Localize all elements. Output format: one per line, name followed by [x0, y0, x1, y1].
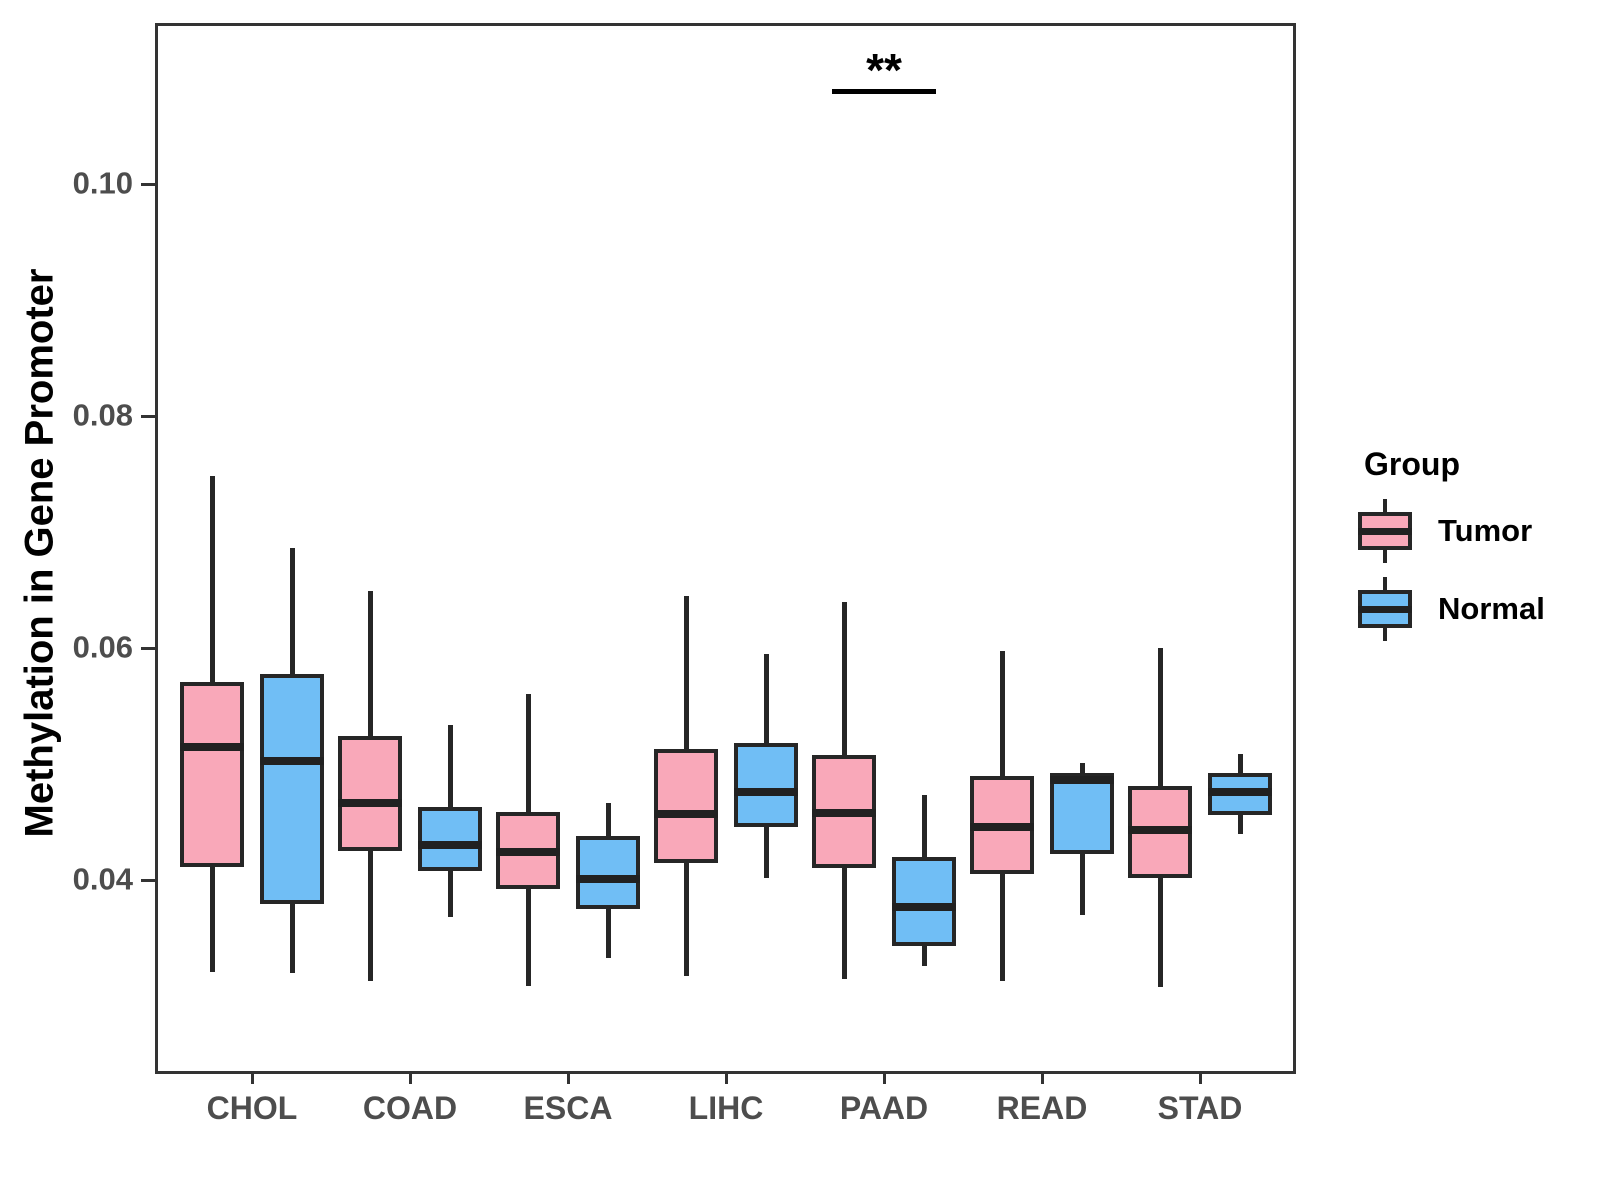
legend-title: Group [1364, 446, 1460, 482]
median-stad-normal [1208, 787, 1272, 796]
median-chol-normal [260, 756, 324, 765]
legend: Group Tumor Normal [1358, 446, 1545, 655]
x-tick-label-paad: PAAD [839, 1090, 929, 1126]
y-tick-mark [141, 646, 156, 650]
x-tick-mark [1198, 1072, 1202, 1084]
box-read-normal [1050, 773, 1114, 855]
median-esca-tumor [496, 848, 560, 857]
plot-panel [155, 23, 1296, 1074]
x-tick-mark [408, 1072, 412, 1084]
y-tick-mark [141, 414, 156, 418]
box-paad-normal [892, 856, 956, 947]
legend-key-median [1358, 606, 1412, 613]
significance-bracket [832, 88, 936, 94]
legend-key-median [1358, 528, 1412, 535]
y-tick-label: 0.10 [72, 165, 133, 201]
x-tick-mark [250, 1072, 254, 1084]
y-tick-label: 0.04 [72, 861, 133, 897]
box-lihc-tumor [654, 748, 718, 863]
median-chol-tumor [180, 742, 244, 751]
legend-label-tumor: Tumor [1438, 513, 1533, 548]
median-stad-tumor [1128, 826, 1192, 835]
median-coad-normal [418, 841, 482, 850]
median-paad-tumor [812, 808, 876, 817]
legend-label-normal: Normal [1438, 591, 1545, 626]
x-tick-label-read: READ [996, 1090, 1088, 1126]
x-tick-mark [882, 1072, 886, 1084]
median-esca-normal [576, 874, 640, 883]
y-tick-mark [141, 878, 156, 882]
median-coad-tumor [338, 799, 402, 808]
box-coad-tumor [338, 736, 402, 851]
median-read-tumor [970, 822, 1034, 831]
significance-label: ** [866, 44, 902, 97]
x-tick-mark [1040, 1072, 1044, 1084]
x-tick-label-chol: CHOL [206, 1090, 298, 1126]
x-tick-mark [724, 1072, 728, 1084]
box-chol-tumor [180, 681, 244, 868]
y-tick-label: 0.06 [72, 629, 133, 665]
legend-item-tumor: Tumor [1358, 499, 1545, 563]
x-tick-label-stad: STAD [1157, 1090, 1243, 1126]
legend-item-normal: Normal [1358, 577, 1545, 641]
x-tick-mark [566, 1072, 570, 1084]
y-tick-label: 0.08 [72, 397, 133, 433]
box-esca-normal [576, 835, 640, 909]
median-paad-normal [892, 902, 956, 911]
median-lihc-normal [734, 787, 798, 796]
x-tick-label-esca: ESCA [523, 1090, 613, 1126]
x-tick-label-coad: COAD [362, 1090, 458, 1126]
median-lihc-tumor [654, 809, 718, 818]
normal-boxplot-key-icon [1358, 577, 1412, 641]
y-axis-title: Methylation in Gene Promoter [17, 268, 62, 838]
box-coad-normal [418, 806, 482, 871]
tumor-boxplot-key-icon [1358, 499, 1412, 563]
box-lihc-normal [734, 743, 798, 827]
median-read-normal [1050, 776, 1114, 785]
box-chol-normal [260, 673, 324, 905]
x-tick-label-lihc: LIHC [688, 1090, 764, 1126]
y-tick-mark [141, 182, 156, 186]
